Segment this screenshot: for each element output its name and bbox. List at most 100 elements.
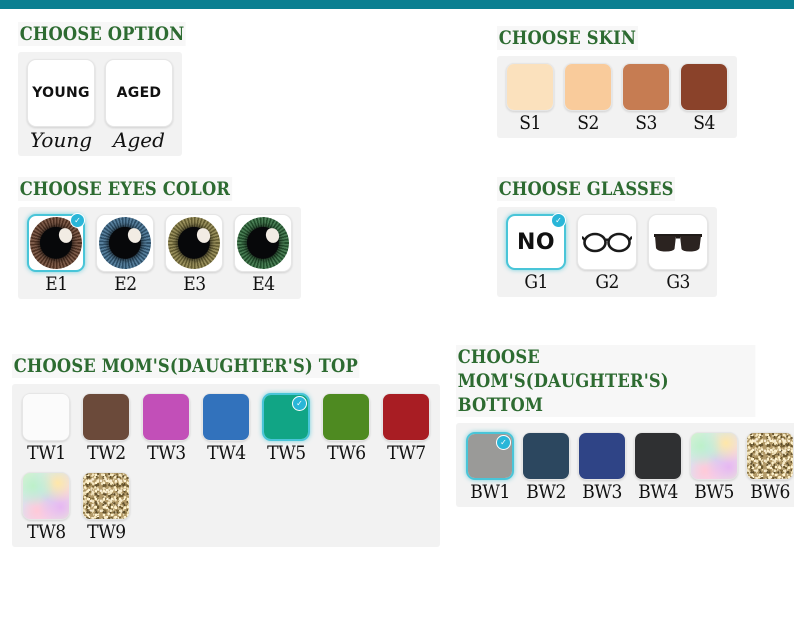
- top-label-tw4: TW4: [206, 442, 246, 464]
- top-swatch-tw4[interactable]: [202, 393, 250, 441]
- skin-item-s1[interactable]: S1: [506, 63, 554, 134]
- bottom-swatch-bw6[interactable]: [746, 432, 794, 480]
- top-item-tw5[interactable]: ✓ TW5: [262, 393, 310, 464]
- top-fill-tw4: [203, 394, 249, 440]
- glasses-item-g3[interactable]: G3: [648, 214, 708, 293]
- skin-fill-s4: [681, 64, 727, 110]
- option-tile-aged[interactable]: AGED: [105, 59, 173, 127]
- top-swatch-tw8[interactable]: [22, 472, 70, 520]
- eyes-label-e2: E2: [113, 273, 137, 295]
- eyes-item-e4[interactable]: E4: [234, 214, 292, 295]
- top-accent-bar: [0, 0, 794, 9]
- skin-swatch-s1[interactable]: [506, 63, 554, 111]
- bottom-swatch-bw2[interactable]: [522, 432, 570, 480]
- skin-fill-s2: [565, 64, 611, 110]
- section-choose-glasses: CHOOSE GLASSES NO ✓ G1: [497, 177, 717, 297]
- bottom-item-bw4[interactable]: BW4: [634, 432, 682, 503]
- bottom-fill-bw6: [747, 433, 793, 479]
- section-title-glasses: CHOOSE GLASSES: [497, 177, 676, 201]
- green-eye-icon: [237, 217, 289, 269]
- top-swatch-tw5[interactable]: ✓: [262, 393, 310, 441]
- top-swatch-tw9[interactable]: [82, 472, 130, 520]
- top-fill-tw6: [323, 394, 369, 440]
- skin-fill-s3: [623, 64, 669, 110]
- option-item-young[interactable]: YOUNG Young: [27, 59, 95, 152]
- top-swatch-tw7[interactable]: [382, 393, 430, 441]
- top-fill-tw7: [383, 394, 429, 440]
- top-fill-tw9: [83, 473, 129, 519]
- sunglasses-glyph: [654, 234, 702, 252]
- eyes-item-e3[interactable]: E3: [165, 214, 223, 295]
- bottom-item-bw2[interactable]: BW2: [522, 432, 570, 503]
- option-tile-young[interactable]: YOUNG: [27, 59, 95, 127]
- top-item-tw6[interactable]: TW6: [322, 393, 370, 464]
- bottom-swatch-bw3[interactable]: [578, 432, 626, 480]
- top-swatch-tw6[interactable]: [322, 393, 370, 441]
- glasses-item-g1[interactable]: NO ✓ G1: [506, 213, 566, 293]
- bottom-item-bw3[interactable]: BW3: [578, 432, 626, 503]
- section-title-option: CHOOSE OPTION: [18, 22, 187, 46]
- glasses-item-g2[interactable]: G2: [577, 214, 637, 293]
- eyes-swatch-e2[interactable]: [96, 214, 154, 272]
- top-item-tw1[interactable]: TW1: [22, 393, 70, 464]
- top-swatch-tw3[interactable]: [142, 393, 190, 441]
- top-fill-tw2: [83, 394, 129, 440]
- glasses-swatch-g3[interactable]: [648, 214, 708, 270]
- section-choose-skin: CHOOSE SKIN S1 S2: [497, 26, 737, 138]
- top-item-tw9[interactable]: TW9: [82, 472, 130, 543]
- bottom-swatch-bw4[interactable]: [634, 432, 682, 480]
- selected-check-badge: ✓: [292, 396, 307, 411]
- top-swatch-panel: TW1 TW2 TW3: [12, 384, 440, 547]
- bottom-item-bw5[interactable]: BW5: [690, 432, 738, 503]
- eyes-swatch-e3[interactable]: [165, 214, 223, 272]
- skin-swatch-s3[interactable]: [622, 63, 670, 111]
- skin-item-s3[interactable]: S3: [622, 63, 670, 134]
- section-title-top: CHOOSE MOM'S(DAUGHTER'S) TOP: [12, 354, 360, 378]
- top-item-tw2[interactable]: TW2: [82, 393, 130, 464]
- top-label-tw1: TW1: [26, 442, 66, 464]
- skin-swatch-s4[interactable]: [680, 63, 728, 111]
- top-item-tw4[interactable]: TW4: [202, 393, 250, 464]
- eyes-label-e1: E1: [44, 273, 68, 295]
- eyes-swatch-panel: ✓ E1 E2: [18, 207, 301, 299]
- bottom-fill-bw4: [635, 433, 681, 479]
- top-item-tw8[interactable]: TW8: [22, 472, 70, 543]
- eyeglasses-icon: [578, 215, 636, 269]
- top-swatch-tw1[interactable]: [22, 393, 70, 441]
- no-glasses-icon: NO: [508, 216, 564, 268]
- section-choose-eyes-color: CHOOSE EYES COLOR ✓ E1: [18, 177, 301, 299]
- bottom-item-bw1[interactable]: ✓ BW1: [466, 432, 514, 503]
- skin-item-s4[interactable]: S4: [680, 63, 728, 134]
- skin-item-s2[interactable]: S2: [564, 63, 612, 134]
- option-item-aged[interactable]: AGED Aged: [105, 59, 173, 152]
- bottom-item-bw6[interactable]: BW6: [746, 432, 794, 503]
- eyes-item-e1[interactable]: ✓ E1: [27, 213, 85, 295]
- eyes-label-e4: E4: [251, 273, 275, 295]
- top-swatch-tw2[interactable]: [82, 393, 130, 441]
- bottom-swatch-panel: ✓ BW1 BW2 BW3: [456, 423, 794, 507]
- options-canvas: CHOOSE OPTION YOUNG Young AGED Aged: [0, 9, 794, 635]
- eyes-item-e2[interactable]: E2: [96, 214, 154, 295]
- eyes-swatch-e1[interactable]: ✓: [27, 213, 85, 272]
- top-item-tw3[interactable]: TW3: [142, 393, 190, 464]
- skin-label-s1: S1: [519, 112, 541, 134]
- bottom-label-bw5: BW5: [694, 481, 734, 503]
- glasses-label-g3: G3: [666, 271, 690, 293]
- glasses-swatch-g2[interactable]: [577, 214, 637, 270]
- bottom-swatch-bw5[interactable]: [690, 432, 738, 480]
- bottom-label-bw1: BW1: [470, 481, 510, 503]
- hazel-eye-icon: [168, 217, 220, 269]
- bottom-swatch-bw1[interactable]: ✓: [466, 432, 514, 480]
- top-item-tw7[interactable]: TW7: [382, 393, 430, 464]
- skin-swatch-s2[interactable]: [564, 63, 612, 111]
- eyes-swatch-e4[interactable]: [234, 214, 292, 272]
- section-choose-bottom: CHOOSE MOM'S(DAUGHTER'S) BOTTOM ✓ BW1 BW…: [456, 345, 794, 507]
- glasses-tile-text-g1: NO: [516, 229, 556, 255]
- skin-label-s3: S3: [635, 112, 657, 134]
- glasses-swatch-g1[interactable]: NO ✓: [506, 213, 566, 270]
- glasses-label-g2: G2: [595, 271, 619, 293]
- glasses-swatch-panel: NO ✓ G1: [497, 207, 717, 297]
- skin-fill-s1: [507, 64, 553, 110]
- skin-label-s4: S4: [693, 112, 715, 134]
- section-choose-option: CHOOSE OPTION YOUNG Young AGED Aged: [18, 22, 213, 156]
